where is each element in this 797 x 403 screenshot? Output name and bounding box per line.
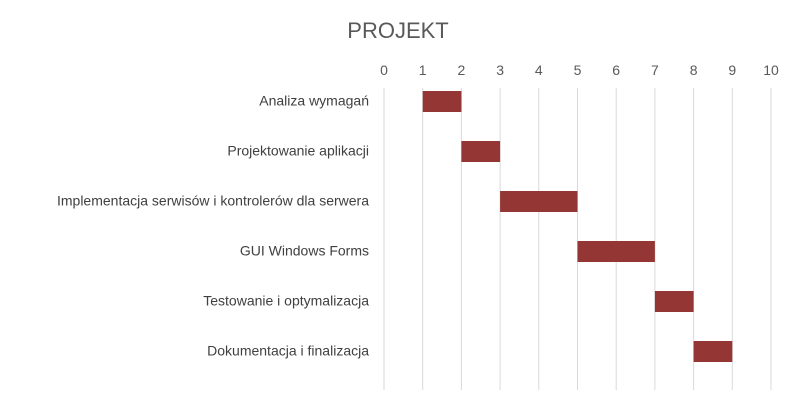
category-label: Implementacja serwisów i kontrolerów dla… — [57, 193, 369, 209]
task-bar — [577, 241, 655, 262]
category-label: Dokumentacja i finalizacja — [207, 343, 369, 359]
task-bar — [500, 191, 578, 212]
x-tick-label: 3 — [496, 62, 504, 78]
task-bar — [654, 291, 694, 312]
task-bar — [422, 91, 462, 112]
x-tick-label: 10 — [763, 62, 779, 78]
chart-title: PROJEKT — [347, 18, 448, 43]
task-bar — [461, 141, 501, 162]
x-tick-label: 7 — [651, 62, 659, 78]
gridlines — [383, 88, 772, 390]
x-axis-ticks: 0 1 2 3 4 5 6 7 8 9 10 — [380, 62, 779, 78]
category-labels: Analiza wymagań Projektowanie aplikacji Im… — [57, 93, 369, 359]
category-label: Projektowanie aplikacji — [227, 143, 369, 159]
category-label: Analiza wymagań — [259, 93, 369, 109]
x-tick-label: 0 — [380, 62, 388, 78]
task-bars — [422, 91, 733, 362]
x-tick-label: 9 — [728, 62, 736, 78]
task-bar — [693, 341, 733, 362]
category-label: Testowanie i optymalizacja — [203, 293, 369, 309]
x-tick-label: 4 — [535, 62, 543, 78]
x-tick-label: 8 — [690, 62, 698, 78]
x-tick-label: 2 — [458, 62, 466, 78]
category-label: GUI Windows Forms — [240, 243, 369, 259]
x-tick-label: 5 — [574, 62, 582, 78]
x-tick-label: 1 — [419, 62, 427, 78]
x-tick-label: 6 — [612, 62, 620, 78]
